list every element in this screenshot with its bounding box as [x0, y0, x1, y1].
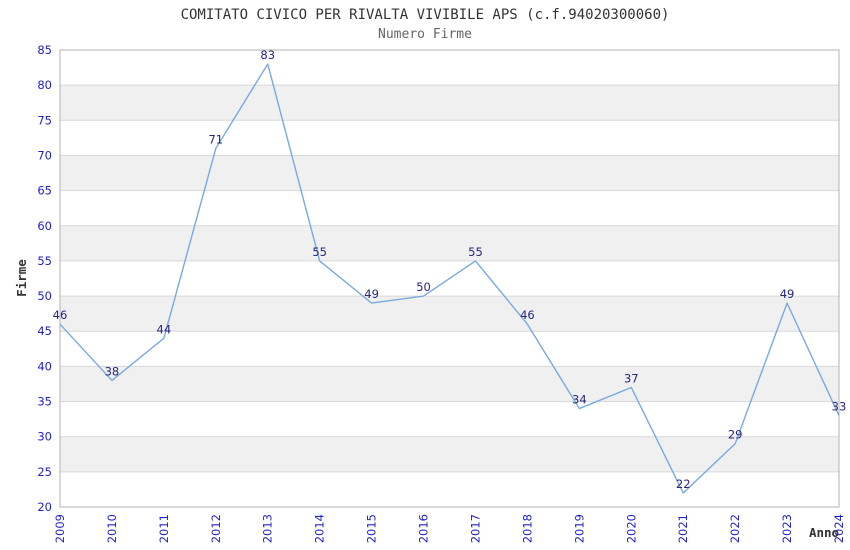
data-point-label: 22 — [676, 477, 691, 491]
y-tick-label: 55 — [37, 254, 52, 268]
x-tick-label: 2022 — [728, 514, 742, 543]
x-tick-label: 2010 — [105, 514, 119, 543]
x-tick-label: 2011 — [157, 514, 171, 543]
x-tick-label: 2009 — [53, 514, 67, 543]
x-tick-label: 2012 — [209, 514, 223, 543]
data-point-label: 46 — [520, 308, 535, 322]
data-point-label: 55 — [312, 245, 327, 259]
plot-band — [60, 155, 839, 191]
y-tick-label: 60 — [37, 219, 52, 233]
x-tick-label: 2018 — [520, 514, 534, 543]
y-tick-label: 65 — [37, 184, 52, 198]
data-point-label: 33 — [832, 400, 847, 414]
plot-band — [60, 366, 839, 402]
x-tick-label: 2015 — [365, 514, 379, 543]
y-tick-label: 20 — [37, 500, 52, 514]
x-tick-label: 2021 — [676, 514, 690, 543]
x-tick-label: 2016 — [417, 514, 431, 543]
plot-band — [60, 296, 839, 332]
x-tick-label: 2014 — [313, 514, 327, 543]
data-point-label: 37 — [624, 371, 639, 385]
y-tick-label: 35 — [37, 395, 52, 409]
y-tick-label: 75 — [37, 113, 52, 127]
plot-band — [60, 85, 839, 121]
y-tick-label: 80 — [37, 78, 52, 92]
data-point-label: 29 — [728, 428, 743, 442]
plot-border — [59, 49, 840, 508]
x-tick-label: 2013 — [261, 514, 275, 543]
data-point-label: 71 — [208, 132, 223, 146]
data-point-label: 83 — [260, 48, 275, 62]
x-tick-label: 2023 — [780, 514, 794, 543]
chart-subtitle: Numero Firme — [378, 27, 472, 42]
y-tick-label: 85 — [37, 43, 52, 57]
data-point-label: 34 — [572, 393, 587, 407]
x-tick-label: 2020 — [624, 514, 638, 543]
data-point-label: 38 — [105, 364, 120, 378]
x-tick-label: 2024 — [832, 514, 846, 543]
y-axis-title: Firme — [14, 259, 29, 297]
y-tick-label: 30 — [37, 430, 52, 444]
y-tick-label: 70 — [37, 148, 52, 162]
x-tick-label: 2017 — [468, 514, 482, 543]
data-point-label: 55 — [468, 245, 483, 259]
plot-band — [60, 436, 839, 472]
data-point-label: 44 — [157, 322, 172, 336]
plot-area: 20 25 30 35 40 45 50 55 60 65 70 75 80 85 2009 2010 2011… — [37, 43, 846, 543]
data-point-label: 49 — [364, 287, 379, 301]
data-point-label: 46 — [53, 308, 68, 322]
y-tick-label: 40 — [37, 359, 52, 373]
y-tick-label: 50 — [37, 289, 52, 303]
data-point-label: 49 — [780, 287, 795, 301]
data-line — [59, 63, 840, 494]
plot-band — [60, 225, 839, 261]
y-tick-label: 25 — [37, 465, 52, 479]
x-tick-label: 2019 — [572, 514, 586, 543]
chart-title: COMITATO CIVICO PER RIVALTA VIVIBILE APS… — [181, 7, 670, 23]
x-axis-title: Anno — [809, 525, 839, 540]
y-tick-label: 45 — [37, 324, 52, 338]
data-point-label: 50 — [416, 280, 431, 294]
